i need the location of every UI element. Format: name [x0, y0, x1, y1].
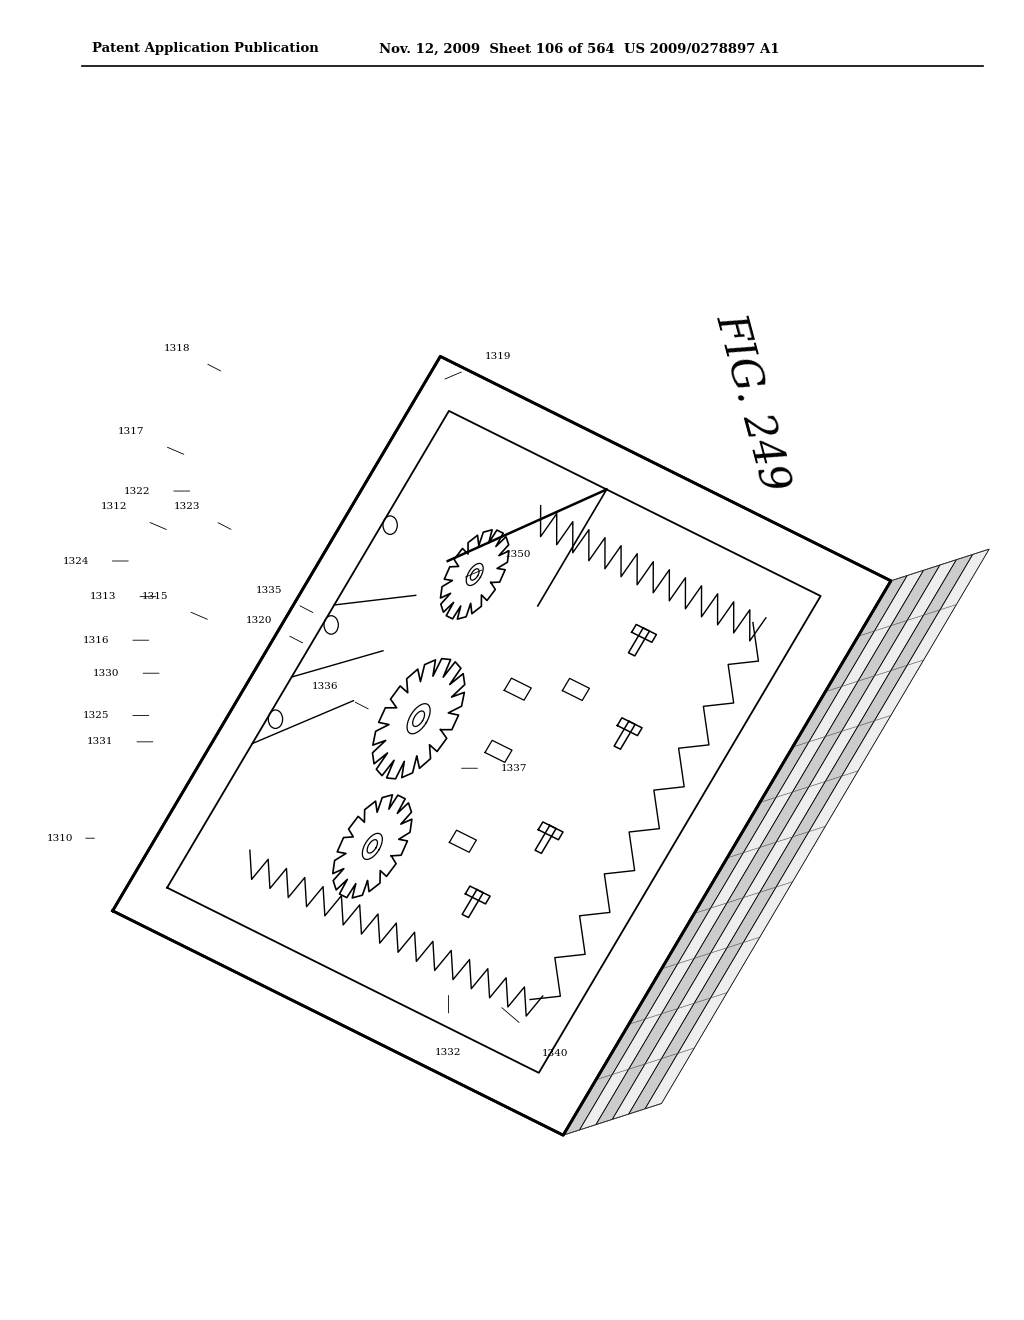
Text: 1324: 1324	[62, 557, 89, 565]
Text: 1336: 1336	[311, 682, 338, 690]
Text: 1318: 1318	[164, 345, 190, 352]
Polygon shape	[563, 576, 907, 1135]
Text: 1313: 1313	[90, 593, 117, 601]
Polygon shape	[645, 549, 989, 1109]
Polygon shape	[612, 560, 956, 1119]
Text: 1310: 1310	[47, 834, 74, 842]
Text: 1322: 1322	[124, 487, 151, 495]
Text: 1325: 1325	[83, 711, 110, 719]
Text: 1315: 1315	[141, 593, 168, 601]
Text: FIG. 249: FIG. 249	[709, 309, 797, 496]
Polygon shape	[596, 565, 940, 1125]
Text: 1340: 1340	[542, 1049, 568, 1057]
Text: 1331: 1331	[87, 738, 114, 746]
Polygon shape	[629, 554, 973, 1114]
Text: 1320: 1320	[246, 616, 272, 624]
Text: 1316: 1316	[83, 636, 110, 644]
Text: 1335: 1335	[256, 586, 283, 594]
Text: 1337: 1337	[501, 764, 527, 772]
Text: Patent Application Publication: Patent Application Publication	[92, 42, 318, 55]
Text: 1317: 1317	[118, 428, 144, 436]
Text: 1319: 1319	[484, 352, 511, 360]
Text: 1350: 1350	[505, 550, 531, 558]
Text: 1323: 1323	[174, 503, 201, 511]
Text: 1330: 1330	[93, 669, 120, 677]
Text: 1312: 1312	[100, 503, 127, 511]
Polygon shape	[580, 570, 924, 1130]
Text: Nov. 12, 2009  Sheet 106 of 564  US 2009/0278897 A1: Nov. 12, 2009 Sheet 106 of 564 US 2009/0…	[379, 42, 779, 55]
Text: 1332: 1332	[435, 1048, 462, 1056]
